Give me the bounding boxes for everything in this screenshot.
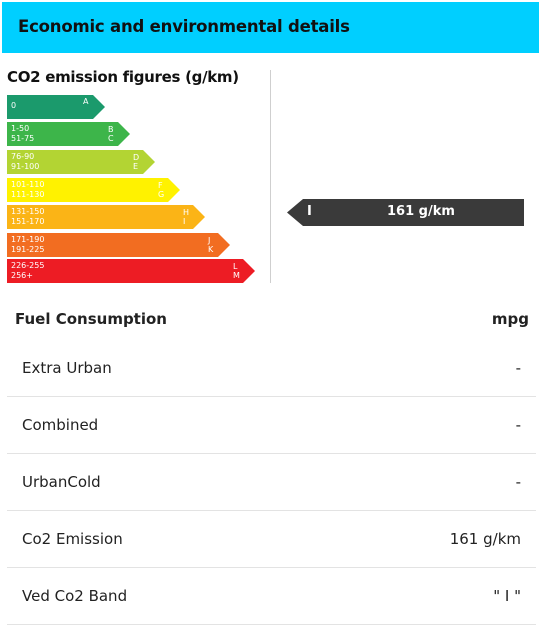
co2-band-letter: H [183,208,190,217]
co2-band-range: 191-225 [11,245,45,254]
co2-band-range: 151-170 [11,217,45,226]
co2-band-letter: D [133,153,140,162]
co2-band-letter: K [208,245,214,254]
co2-band-range: 51-75 [11,134,35,143]
co2-band-range: 131-150 [11,207,45,216]
table-row: Co2 Emission 161 g/km [7,511,536,568]
co2-chart-title: CO2 emission figures (g/km) [7,68,239,86]
co2-band-range: 226-255 [11,261,45,270]
table-row: Combined - [7,397,536,454]
row-value: - [515,359,521,377]
table-row: Ved Co2 Band " I " [7,568,536,625]
indicator-emission-value: 161 g/km [387,204,455,219]
indicator-arrow-shape [287,199,524,226]
row-value: - [515,473,521,491]
co2-band-range: 76-90 [11,152,35,161]
co2-band: 226-255 L 256+ M [7,259,255,283]
co2-band-letter: L [233,262,238,271]
co2-band-range: 111-130 [11,190,45,199]
co2-band-arrow [7,178,180,202]
co2-band-arrow [7,122,130,146]
co2-band-range: 0 [11,101,17,110]
co2-band: 131-150 H 151-170 I [7,205,205,229]
row-value: " I " [493,587,521,605]
co2-band: 171-190 J 191-225 K [7,233,230,257]
co2-band-range: 171-190 [11,235,45,244]
co2-band-letter: F [158,181,163,190]
co2-band-letter: E [133,162,139,171]
fuel-consumption-heading: Fuel Consumption [15,310,167,328]
co2-band-letter: A [83,97,89,106]
row-label: Combined [22,416,99,434]
indicator-band-letter: I [307,204,312,219]
co2-band-letter: B [108,125,114,134]
row-value: - [515,416,521,434]
co2-band-range: 1-50 [11,124,30,133]
co2-band-arrow [7,205,205,229]
section-header: Economic and environmental details [2,2,539,53]
co2-band-range: 101-110 [11,180,45,189]
section-title: Economic and environmental details [18,17,350,36]
divider [270,70,271,283]
co2-band-range: 256+ [11,271,33,280]
row-label: UrbanCold [22,473,101,491]
co2-rating-indicator: I 161 g/km [287,199,524,226]
row-label: Ved Co2 Band [22,587,128,605]
co2-band: 1-50 B 51-75 C [7,122,130,146]
co2-band: 101-110 F 111-130 G [7,178,180,202]
co2-band-letter: J [208,236,211,245]
co2-band-letter: G [158,190,165,199]
fuel-consumption-unit: mpg [491,310,529,328]
co2-band-arrow [7,95,105,119]
co2-band-letter: C [108,134,114,143]
row-label: Co2 Emission [22,530,123,548]
co2-band-arrow [7,259,255,283]
row-value: 161 g/km [449,530,521,548]
co2-band-letter: I [183,217,186,226]
table-row: UrbanCold - [7,454,536,511]
co2-band-letter: M [233,271,240,280]
co2-band: 76-90 D 91-100 E [7,150,155,174]
co2-band-arrow [7,233,230,257]
row-label: Extra Urban [22,359,112,377]
co2-band-arrow [7,150,155,174]
table-row: Extra Urban - [7,340,536,397]
co2-band-range: 91-100 [11,162,40,171]
